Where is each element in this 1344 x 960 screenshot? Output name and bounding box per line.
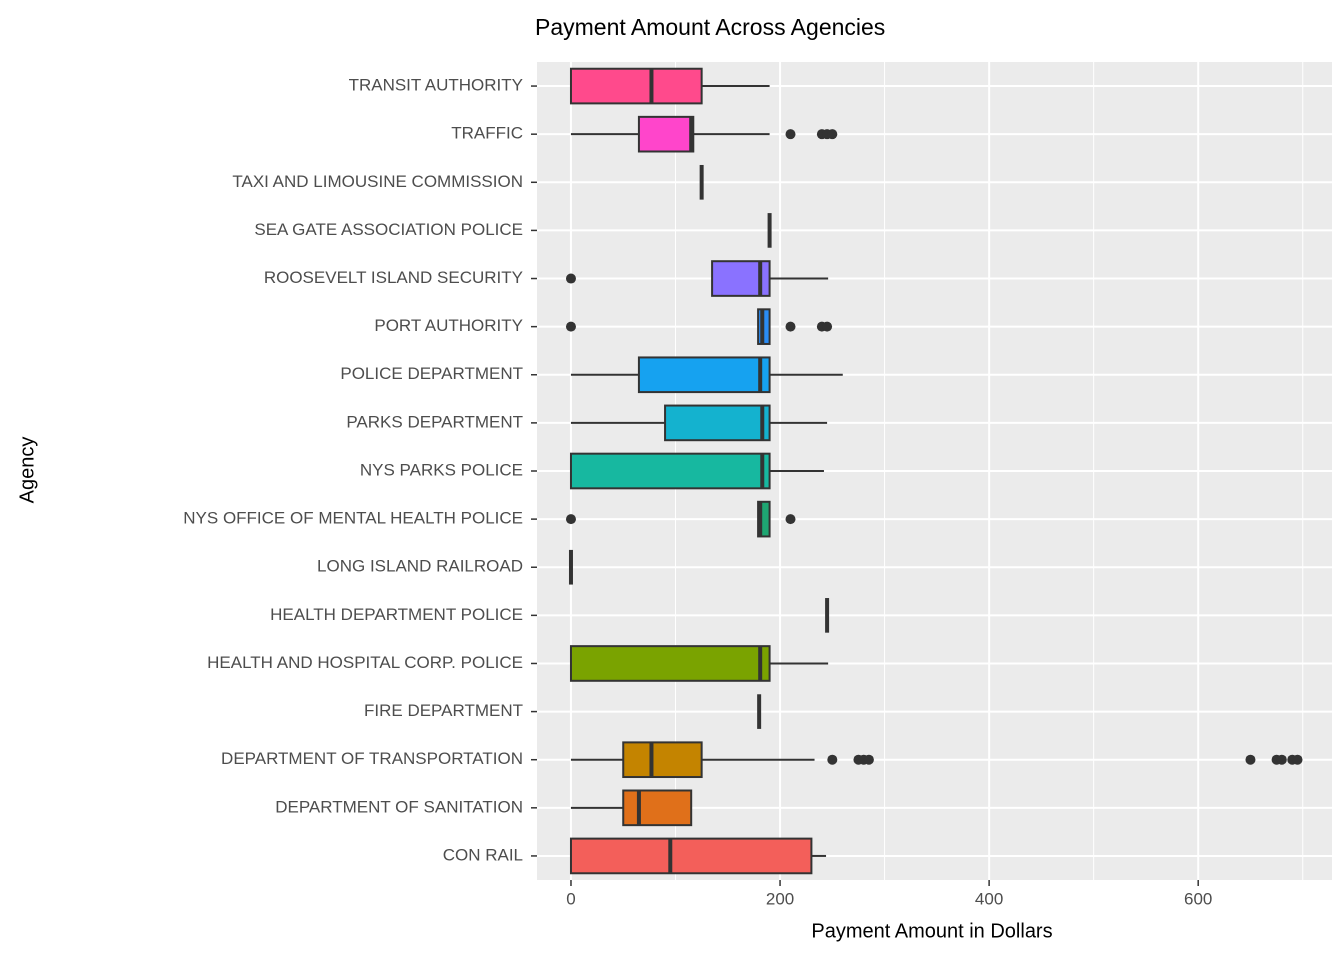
box xyxy=(622,789,693,827)
y-tick-label: NYS OFFICE OF MENTAL HEALTH POLICE xyxy=(183,509,523,528)
box xyxy=(757,500,771,538)
y-tick-label: TRAFFIC xyxy=(451,124,523,143)
x-tick-label: 0 xyxy=(566,889,575,908)
x-axis-title: Payment Amount in Dollars xyxy=(811,920,1052,942)
outlier xyxy=(785,129,796,140)
box xyxy=(569,67,703,105)
y-tick-label: SEA GATE ASSOCIATION POLICE xyxy=(254,220,523,239)
outlier xyxy=(822,321,833,332)
box xyxy=(569,645,771,682)
outlier xyxy=(565,273,576,284)
y-tick-label: HEALTH AND HOSPITAL CORP. POLICE xyxy=(207,653,523,672)
outlier xyxy=(827,754,838,765)
outlier xyxy=(565,321,576,332)
box xyxy=(569,452,771,490)
y-tick-label: DEPARTMENT OF SANITATION xyxy=(275,797,523,816)
y-tick-label: TRANSIT AUTHORITY xyxy=(349,76,523,95)
box xyxy=(637,115,695,153)
y-tick-label: POLICE DEPARTMENT xyxy=(340,364,523,383)
outlier xyxy=(785,321,796,332)
y-tick-label: LONG ISLAND RAILROAD xyxy=(317,557,523,576)
x-tick-label: 200 xyxy=(766,889,794,908)
outlier xyxy=(1245,754,1256,765)
y-tick-label: PORT AUTHORITY xyxy=(374,316,523,335)
box xyxy=(637,356,771,394)
y-tick-label: FIRE DEPARTMENT xyxy=(364,701,523,720)
chart-title: Payment Amount Across Agencies xyxy=(535,14,885,40)
outlier xyxy=(827,129,838,140)
y-tick-label: TAXI AND LIMOUSINE COMMISSION xyxy=(232,172,523,191)
x-tick-label: 600 xyxy=(1184,889,1212,908)
outlier xyxy=(863,754,874,765)
y-tick-label: HEALTH DEPARTMENT POLICE xyxy=(270,605,523,624)
x-tick-label: 400 xyxy=(975,889,1003,908)
box xyxy=(622,741,703,779)
outlier xyxy=(565,514,576,525)
outlier xyxy=(785,514,796,525)
box xyxy=(664,404,771,442)
outlier xyxy=(1292,754,1303,765)
y-tick-label: ROOSEVELT ISLAND SECURITY xyxy=(264,268,523,287)
y-tick-label: NYS PARKS POLICE xyxy=(360,460,523,479)
y-tick-label: CON RAIL xyxy=(443,845,523,864)
y-tick-label: PARKS DEPARTMENT xyxy=(346,412,523,431)
outlier xyxy=(1276,754,1287,765)
y-tick-label: DEPARTMENT OF TRANSPORTATION xyxy=(221,749,523,768)
y-axis-title: Agency xyxy=(16,437,38,504)
box xyxy=(569,837,813,875)
